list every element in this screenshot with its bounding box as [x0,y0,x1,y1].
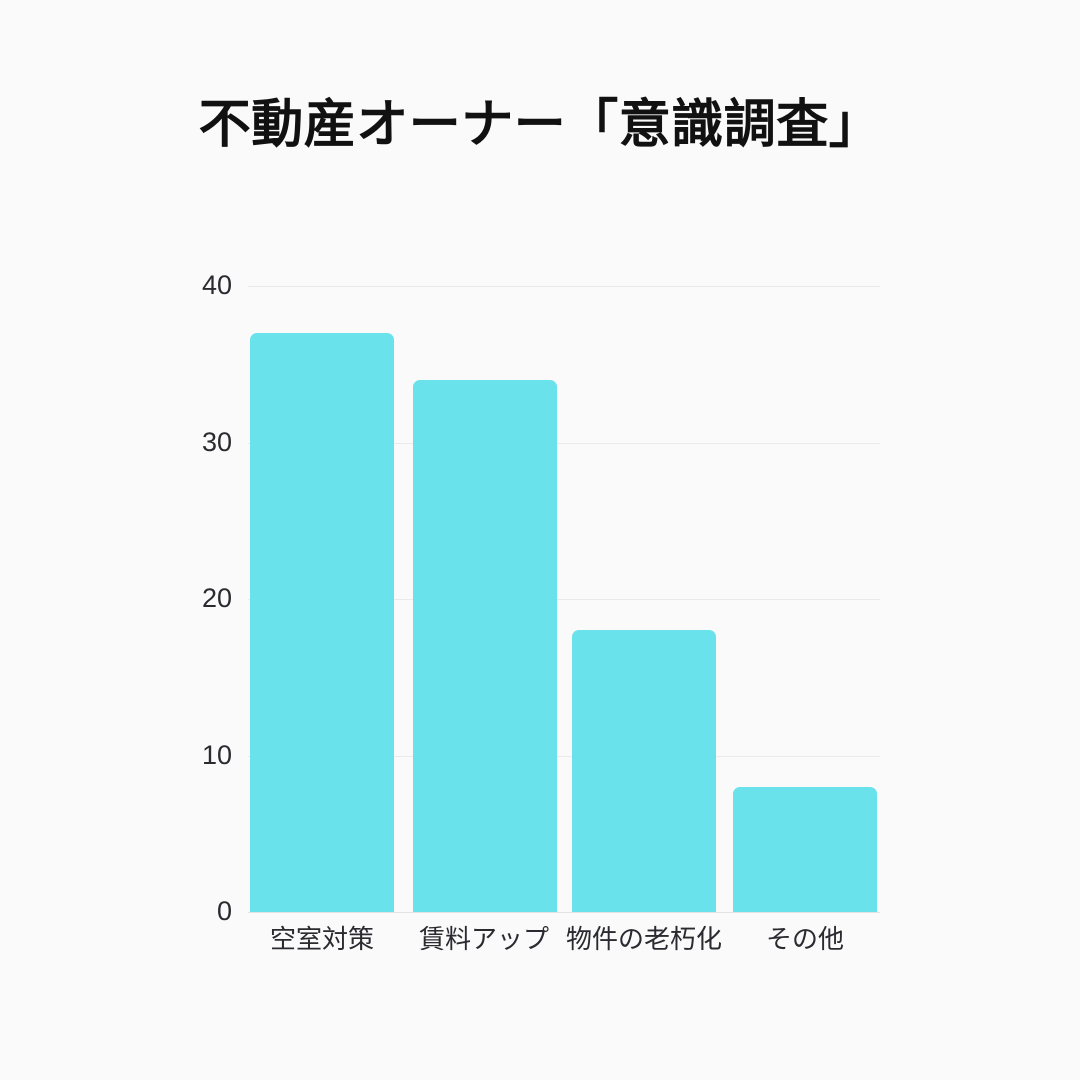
ytick-label-30: 30 [201,427,232,457]
gridline-10 [248,756,880,757]
bar-3[interactable] [733,786,877,912]
bar-0[interactable] [250,332,394,912]
x-axis-baseline [248,912,880,913]
xtick-label-3: その他 [765,924,844,954]
ytick-label-40: 40 [201,270,232,300]
plot-area [248,286,880,912]
ytick-label-10: 10 [201,740,232,770]
xtick-label-2: 物件の老朽化 [565,924,722,954]
ytick-label-20: 20 [201,583,232,613]
gridline-40 [248,286,880,287]
y-axis-tick-labels: 40 30 20 10 0 [162,0,232,1080]
ytick-label-0: 0 [216,896,232,926]
gridline-30 [248,443,880,444]
bar-2[interactable] [572,630,716,912]
gridline-20 [248,599,880,600]
xtick-label-1: 賃料アップ [418,924,549,954]
xtick-label-0: 空室対策 [269,924,374,954]
bar-1[interactable] [413,379,557,912]
chart-title: 不動産オーナー「意識調査」 [198,96,882,154]
